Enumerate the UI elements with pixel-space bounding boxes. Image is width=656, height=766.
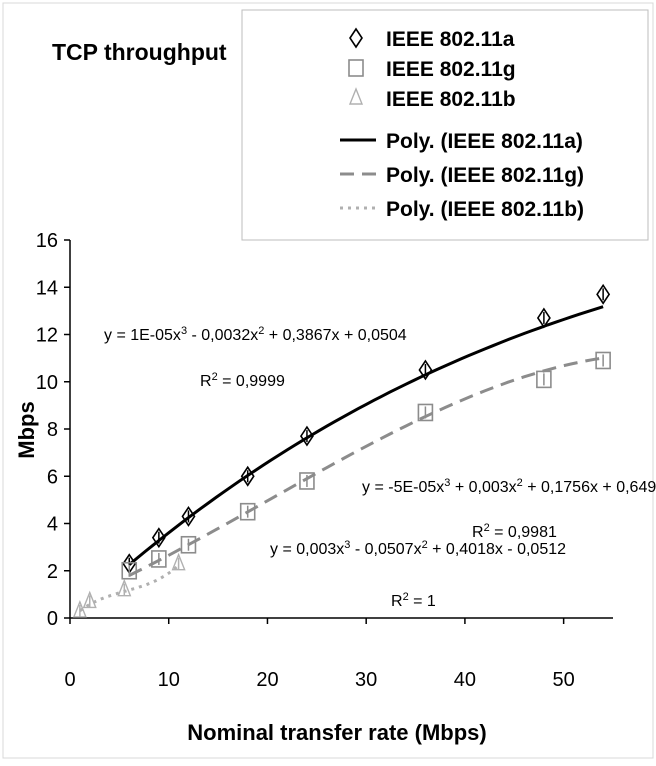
legend-marker-80211g <box>348 59 364 77</box>
y-tick-label: 2 <box>47 561 58 583</box>
legend-marker-80211a <box>349 27 363 49</box>
y-tick-label: 6 <box>47 466 58 488</box>
x-tick-label: 10 <box>158 669 180 691</box>
legend-label: Poly. (IEEE 802.11g) <box>386 164 584 187</box>
equation-80211a: y = 1E-05x3 - 0,0032x2 + 0,3867x + 0,050… <box>104 325 407 344</box>
legend-label: IEEE 802.11a <box>386 28 515 51</box>
plot-area: 0 2 4 6 8 10 12 14 16 0 10 20 30 40 50 <box>36 230 613 691</box>
y-tick-label: 14 <box>36 277 58 299</box>
data-point-80211g <box>299 472 315 490</box>
x-tick-label: 20 <box>256 669 278 691</box>
data-point-80211a <box>181 505 196 527</box>
data-point-80211a <box>240 465 255 487</box>
legend-label: IEEE 802.11g <box>386 58 516 81</box>
data-point-80211b <box>82 590 97 609</box>
x-tick-label: 30 <box>355 669 377 691</box>
trendline-80211b <box>79 564 180 613</box>
y-tick-label: 10 <box>36 372 58 394</box>
data-point-80211a <box>418 359 433 381</box>
trendline-80211a <box>128 305 604 566</box>
trendline-80211g <box>128 356 604 577</box>
data-point-80211a <box>536 307 551 329</box>
data-point-80211g <box>417 403 434 422</box>
data-point-80211g <box>121 561 138 580</box>
legend: IEEE 802.11a IEEE 802.11g IEEE 802.11b Poly… <box>241 9 649 241</box>
data-point-80211g <box>151 550 167 568</box>
y-axis-label: Mbps <box>14 401 39 458</box>
data-point-80211a <box>299 425 314 447</box>
x-tick-label: 50 <box>553 669 575 691</box>
x-tick-label: 40 <box>454 669 476 691</box>
legend-label: Poly. (IEEE 802.11a) <box>386 130 583 153</box>
y-tick-label: 0 <box>47 608 58 630</box>
legend-label: IEEE 802.11b <box>386 88 516 111</box>
data-point-80211g <box>180 535 197 554</box>
legend-box <box>241 9 649 241</box>
y-tick-label: 16 <box>36 230 58 252</box>
data-point-80211a <box>151 527 166 549</box>
equation-80211b: y = 0,003x3 - 0,0507x2 + 0,4018x - 0,051… <box>270 539 566 558</box>
data-point-80211b <box>72 600 87 618</box>
equation-80211g: y = -5E-05x3 + 0,003x2 + 0,1756x + 0,649… <box>362 477 656 496</box>
legend-label: Poly. (IEEE 802.11b) <box>386 198 584 221</box>
y-tick-label: 8 <box>47 419 58 441</box>
r-squared-80211a: R2 = 0,9999 <box>200 371 285 390</box>
x-axis-label: Nominal transfer rate (Mbps) <box>187 720 487 745</box>
data-point-80211b <box>117 578 132 597</box>
legend-marker-80211b <box>348 87 364 105</box>
data-point-80211g <box>595 351 611 370</box>
data-point-80211a <box>596 283 611 305</box>
x-tick-label: 0 <box>64 669 75 691</box>
r-squared-80211b: R2 = 1 <box>391 591 436 610</box>
y-tick-label: 12 <box>36 325 58 347</box>
data-point-80211g <box>239 502 256 521</box>
r-squared-80211g: R2 = 0,9981 <box>472 522 557 541</box>
trendline-equations: y = 1E-05x3 - 0,0032x2 + 0,3867x + 0,050… <box>104 325 656 610</box>
data-point-80211g <box>536 370 552 389</box>
y-tick-label: 4 <box>47 514 58 536</box>
chart-title: TCP throughput <box>52 39 227 65</box>
data-point-80211b <box>171 552 186 571</box>
